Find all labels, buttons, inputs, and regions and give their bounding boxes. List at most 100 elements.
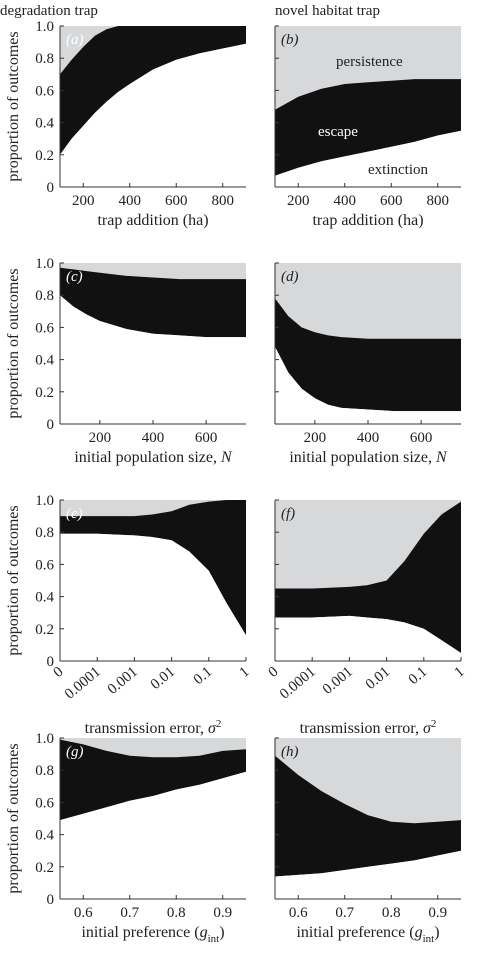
x-tick-label: 400 xyxy=(142,430,165,446)
x-tick-label: 800 xyxy=(212,193,235,209)
extinction-region xyxy=(60,771,246,899)
escape-band xyxy=(60,26,246,155)
x-tick-label: 0.001 xyxy=(320,664,356,698)
y-tick-label: 0.6 xyxy=(35,320,54,336)
panel-label: (a) xyxy=(66,32,84,48)
x-tick-label: 200 xyxy=(287,193,310,209)
y-axis-label: proportion of outcomes xyxy=(5,743,22,893)
x-tick-label: 0.0001 xyxy=(62,664,104,703)
region-label-escape: escape xyxy=(318,124,358,140)
x-tick-label: 0.7 xyxy=(120,905,139,921)
x-tick-label: 0.6 xyxy=(74,905,93,921)
panel-c: 0 0.2 0.4 0.6 0.8 1.0 200 400 600 (c) initial popu… xyxy=(5,256,246,466)
extinction-region xyxy=(60,43,246,188)
y-tick-label: 1.0 xyxy=(35,731,54,747)
x-tick-label: 400 xyxy=(357,430,380,446)
y-axis-label: proportion of outcomes xyxy=(5,505,22,655)
x-tick-label: 200 xyxy=(89,430,112,446)
escape-band xyxy=(60,267,246,338)
region-label-persistence: persistence xyxy=(336,54,403,70)
escape-band xyxy=(275,755,461,877)
y-tick-label: 0.8 xyxy=(35,288,54,304)
x-tick-label: 600 xyxy=(165,193,188,209)
x-axis-label: initial preference (gint) xyxy=(296,924,439,945)
panel-label: (g) xyxy=(66,744,84,760)
panel-label: (e) xyxy=(66,506,83,522)
x-tick-label: 400 xyxy=(334,193,357,209)
panel-label: (h) xyxy=(281,744,299,760)
escape-band xyxy=(60,500,246,636)
extinction-region xyxy=(275,850,461,899)
y-tick-label: 0.2 xyxy=(35,148,54,164)
y-axis-label: proportion of outcomes xyxy=(5,268,22,418)
y-tick-label: 0 xyxy=(47,892,55,908)
y-tick-label: 0.8 xyxy=(35,525,54,541)
x-axis-label: initial preference (gint) xyxy=(81,924,224,945)
panel-f: 00.0001 0.001 0.01 0.1 1 (f) transmission erro… xyxy=(266,499,468,737)
x-tick-label: 0.001 xyxy=(105,664,141,698)
y-tick-label: 0.2 xyxy=(35,385,54,401)
escape-band xyxy=(275,79,461,176)
x-tick-label: 0.8 xyxy=(167,905,186,921)
x-tick-label: 0.0001 xyxy=(277,664,319,703)
x-axis-label: initial population size, N xyxy=(289,449,448,466)
panel-g: 0 0.2 0.4 0.6 0.8 1.0 0.6 0.7 0.8 0.9 (g) initial p… xyxy=(5,731,246,945)
y-tick-label: 0.2 xyxy=(35,860,54,876)
x-tick-label: 0.1 xyxy=(406,664,431,688)
extinction-region xyxy=(275,346,461,424)
x-tick-label: 1 xyxy=(237,664,253,681)
x-tick-label: 0.1 xyxy=(191,664,216,688)
y-axis-label: proportion of outcomes xyxy=(5,31,22,181)
x-axis-label: transmission error, σ2 xyxy=(300,718,437,737)
panel-label: (c) xyxy=(66,269,83,285)
column-title-degradation: degradation trap xyxy=(0,3,98,19)
y-tick-label: 0.4 xyxy=(35,590,54,606)
panel-b: 200 400 600 800 (b) trap addition (ha) xyxy=(274,25,461,229)
x-tick-label: 0.6 xyxy=(289,905,308,921)
y-tick-label: 1.0 xyxy=(35,493,54,509)
panel-label: (d) xyxy=(281,269,299,285)
x-axis-label: trap addition (ha) xyxy=(312,212,423,229)
x-tick-label: 0.9 xyxy=(428,905,447,921)
y-tick-label: 1.0 xyxy=(35,256,54,272)
y-tick-label: 0 xyxy=(47,417,55,433)
y-tick-label: 0.4 xyxy=(35,116,54,132)
x-tick-label: 600 xyxy=(380,193,403,209)
y-tick-label: 0.2 xyxy=(35,622,54,638)
escape-band xyxy=(275,298,461,412)
panel-label: (b) xyxy=(281,32,299,48)
panel-h: 0.6 0.7 0.8 0.9 (h) initial preference (gint) xyxy=(274,737,461,945)
y-tick-label: 0 xyxy=(47,654,55,670)
y-tick-label: 1.0 xyxy=(35,19,54,35)
x-tick-label: 0.7 xyxy=(335,905,354,921)
y-tick-label: 0.6 xyxy=(35,83,54,99)
x-tick-label: 200 xyxy=(304,430,327,446)
x-tick-label: 0.8 xyxy=(382,905,401,921)
x-tick-label: 0.9 xyxy=(213,905,232,921)
panel-a: 0 0.2 0.4 0.6 0.8 1.0 200 400 600 800 (a) trap addi… xyxy=(5,19,246,229)
x-axis-label: transmission error, σ2 xyxy=(85,718,222,737)
x-tick-label: 800 xyxy=(427,193,450,209)
x-tick-label: 1 xyxy=(452,664,468,681)
x-tick-label: 200 xyxy=(72,193,95,209)
extinction-region xyxy=(60,295,246,424)
y-tick-label: 0.6 xyxy=(35,557,54,573)
panel-label: (f) xyxy=(281,506,295,522)
y-tick-label: 0.8 xyxy=(35,763,54,779)
x-tick-label: 0 xyxy=(51,664,67,681)
y-tick-label: 0 xyxy=(47,180,55,196)
x-axis-label: trap addition (ha) xyxy=(97,212,208,229)
y-tick-label: 0.4 xyxy=(35,353,54,369)
y-tick-label: 0.4 xyxy=(35,828,54,844)
y-tick-label: 0.8 xyxy=(35,51,54,67)
y-tick-label: 0.6 xyxy=(35,795,54,811)
escape-band xyxy=(60,739,246,821)
x-tick-label: 600 xyxy=(410,430,433,446)
panel-e: 00.20.40.60.81.000.0001 0.001 0.01 0.1 1(e)t… xyxy=(5,493,253,737)
x-tick-label: 0.01 xyxy=(363,664,393,693)
panel-d: 200 400 600 (d) initial population size, N xyxy=(274,262,461,466)
x-tick-label: 0 xyxy=(266,664,282,681)
x-tick-label: 400 xyxy=(119,193,142,209)
extinction-region xyxy=(275,615,461,661)
